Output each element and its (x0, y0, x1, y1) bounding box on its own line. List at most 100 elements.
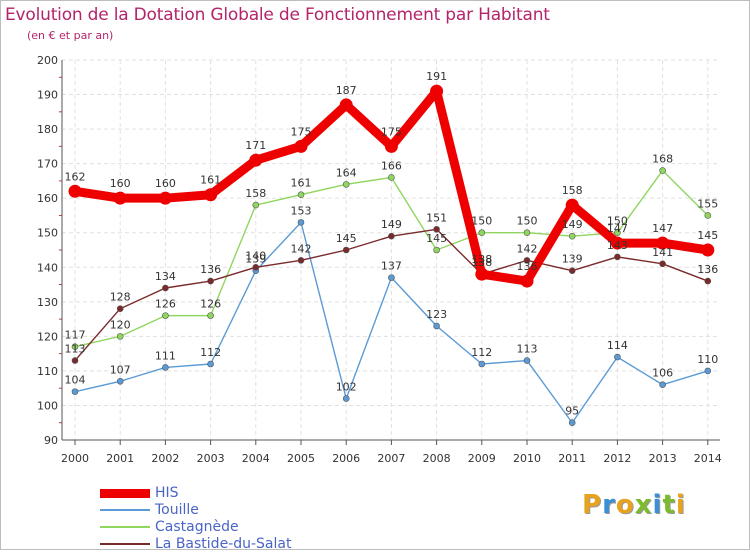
data-point-la-bastide-du-salat (568, 267, 576, 275)
data-point-his (249, 153, 263, 167)
data-label-castagn-de: 126 (155, 298, 176, 311)
data-label-his: 136 (517, 260, 538, 273)
y-tick-label: 160 (37, 192, 58, 205)
data-label-castagn-de: 150 (607, 215, 628, 228)
data-point-touille (71, 388, 79, 395)
legend-swatch-his (100, 489, 150, 498)
data-point-castagn-de (614, 229, 621, 237)
data-label-touille: 111 (155, 349, 176, 362)
data-point-his (565, 198, 579, 212)
data-label-touille: 112 (200, 346, 221, 359)
data-label-castagn-de: 161 (291, 177, 312, 190)
data-label-castagn-de: 149 (562, 218, 583, 231)
data-point-his (158, 191, 172, 205)
data-point-his (701, 243, 715, 257)
data-label-his: 138 (471, 253, 492, 266)
data-point-la-bastide-du-salat (116, 305, 124, 313)
y-tick-label: 190 (37, 89, 58, 102)
x-tick-label: 2014 (694, 452, 722, 465)
data-label-castagn-de: 150 (471, 215, 492, 228)
data-label-his: 175 (291, 125, 312, 138)
data-label-touille: 123 (426, 308, 447, 321)
data-point-touille (659, 381, 666, 389)
legend-label-his: HIS (155, 485, 179, 501)
data-point-his (68, 184, 82, 198)
data-label-castagn-de: 164 (336, 166, 357, 179)
data-point-his (430, 84, 444, 98)
data-label-la-bastide-du-salat: 142 (291, 242, 312, 255)
logo-letter: P (582, 490, 603, 520)
x-tick-label: 2004 (242, 452, 270, 465)
data-label-la-bastide-du-salat: 141 (652, 246, 673, 259)
data-point-touille (207, 360, 214, 368)
data-label-touille: 113 (517, 343, 538, 356)
x-tick-label: 2007 (377, 452, 405, 465)
data-point-his (610, 236, 624, 250)
data-point-touille (704, 367, 712, 375)
data-point-touille (162, 364, 169, 371)
data-label-his: 162 (65, 170, 86, 183)
data-point-his (113, 191, 127, 205)
data-label-la-bastide-du-salat: 149 (381, 218, 402, 231)
data-point-his (339, 98, 353, 112)
logo-letter: o (615, 490, 635, 520)
x-tick-label: 2005 (287, 452, 315, 465)
proxiti-logo: Proxiti (582, 490, 686, 520)
data-point-castagn-de (704, 212, 712, 219)
data-point-castagn-de (252, 201, 260, 209)
data-label-touille: 112 (471, 346, 492, 359)
data-point-castagn-de (207, 312, 214, 319)
data-label-touille: 110 (697, 353, 718, 366)
x-tick-label: 2006 (332, 452, 360, 465)
logo-letter: i (675, 490, 686, 520)
data-label-castagn-de: 155 (697, 197, 718, 210)
data-point-la-bastide-du-salat (207, 277, 214, 285)
data-label-his: 158 (562, 184, 583, 197)
x-tick-label: 2010 (513, 452, 541, 465)
data-label-castagn-de: 150 (517, 215, 538, 228)
x-tick-label: 2013 (649, 452, 677, 465)
chart-subtitle: (en € et par an) (27, 29, 114, 42)
data-point-castagn-de (162, 312, 169, 319)
data-label-la-bastide-du-salat: 145 (336, 232, 357, 245)
y-tick-label: 170 (37, 158, 58, 171)
data-point-castagn-de (478, 229, 486, 237)
data-label-la-bastide-du-salat: 143 (607, 239, 628, 252)
data-label-castagn-de: 168 (652, 153, 673, 166)
data-point-la-bastide-du-salat (388, 232, 395, 240)
data-point-la-bastide-du-salat (252, 263, 260, 271)
legend-label-la-bastide: La Bastide-du-Salat (155, 536, 292, 552)
data-label-touille: 106 (652, 367, 673, 380)
data-label-his: 145 (697, 229, 718, 242)
data-point-la-bastide-du-salat (704, 277, 712, 285)
data-point-his (656, 236, 670, 250)
x-tick-label: 2002 (151, 452, 179, 465)
data-label-his: 147 (652, 222, 673, 235)
data-point-his (475, 267, 489, 281)
data-label-la-bastide-du-salat: 139 (562, 253, 583, 266)
y-tick-label: 130 (37, 296, 58, 309)
x-tick-label: 2008 (423, 452, 451, 465)
y-tick-label: 110 (37, 365, 58, 378)
data-label-la-bastide-du-salat: 113 (65, 343, 86, 356)
data-label-touille: 104 (65, 374, 86, 387)
y-tick-label: 180 (37, 123, 58, 136)
data-label-his: 147 (607, 222, 628, 235)
data-point-castagn-de (388, 174, 395, 181)
data-label-castagn-de: 166 (381, 159, 402, 172)
data-label-his: 191 (426, 70, 447, 83)
y-tick-label: 120 (37, 330, 58, 343)
data-point-castagn-de (523, 229, 531, 237)
data-point-la-bastide-du-salat (297, 257, 305, 264)
data-point-touille (568, 419, 576, 427)
data-point-touille (433, 322, 440, 330)
data-point-touille (342, 395, 350, 402)
x-tick-label: 2011 (558, 452, 586, 465)
y-tick-label: 150 (37, 227, 58, 240)
data-point-touille (388, 274, 395, 281)
data-point-touille (478, 360, 486, 368)
data-point-castagn-de (297, 191, 305, 199)
data-label-la-bastide-du-salat: 142 (517, 242, 538, 255)
data-point-la-bastide-du-salat (342, 246, 350, 254)
chart-title: Evolution de la Dotation Globale de Fonc… (5, 5, 550, 25)
